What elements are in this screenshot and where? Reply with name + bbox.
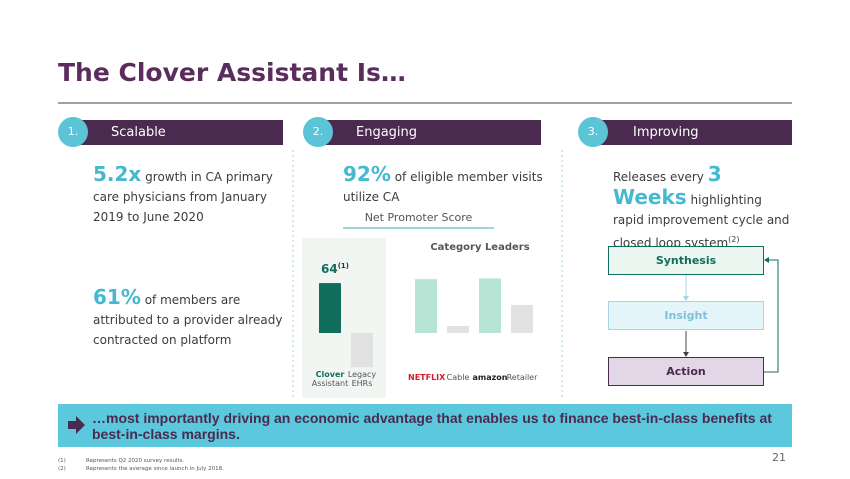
bar-label: Retailer bbox=[506, 373, 538, 382]
stat: 61% of members are attributed to a provi… bbox=[93, 287, 288, 350]
stat-text: growth in CA primary care physicians fro… bbox=[93, 170, 273, 224]
stat-text: of members are attributed to a provider … bbox=[93, 293, 283, 347]
arrowhead bbox=[683, 296, 689, 301]
banner: …most importantly driving an economic ad… bbox=[92, 410, 772, 442]
loop-arrow bbox=[764, 259, 779, 373]
col-heading: Scalable bbox=[75, 120, 283, 145]
bar bbox=[511, 304, 533, 333]
page-number: 21 bbox=[772, 451, 786, 464]
bar-label: amazon bbox=[472, 373, 508, 382]
bar-label: Cable bbox=[446, 373, 470, 382]
figure: 3 bbox=[707, 164, 722, 186]
lead: Releases every bbox=[613, 170, 704, 184]
figure: 61% bbox=[93, 285, 141, 309]
note: (1) bbox=[337, 262, 349, 270]
figure: 5.2x bbox=[93, 162, 142, 186]
col-heading: Engaging bbox=[320, 120, 541, 145]
banner-bg bbox=[58, 404, 792, 447]
col-heading: Improving bbox=[597, 120, 792, 145]
figure-unit: Weeks bbox=[613, 185, 687, 209]
banner-arrow bbox=[68, 416, 85, 434]
stat: 5.2x growth in CA primary care physician… bbox=[93, 164, 278, 227]
value-label: 64(1) bbox=[321, 262, 349, 276]
footnotes: (1) Represents Q2 2020 survey results. (2… bbox=[58, 457, 224, 473]
footnote-mark: (1) bbox=[58, 458, 66, 464]
bar bbox=[479, 278, 501, 333]
bar-label: Clover bbox=[315, 370, 345, 379]
col-number: 2. bbox=[303, 117, 333, 147]
footnote-mark: (2) bbox=[58, 466, 66, 472]
arrowhead bbox=[764, 257, 769, 263]
loop-box: Synthesis bbox=[608, 246, 764, 275]
stat: 92% of eligible member visits utilize CA bbox=[343, 164, 543, 207]
bar bbox=[447, 325, 469, 333]
footnote-text: Represents Q2 2020 survey results. bbox=[86, 458, 185, 464]
bar bbox=[415, 279, 437, 333]
loop-box: Insight bbox=[608, 301, 764, 330]
leaders-title: Category Leaders bbox=[430, 242, 530, 253]
note: (2) bbox=[728, 235, 740, 244]
bar bbox=[351, 333, 373, 368]
bar bbox=[319, 283, 341, 333]
bar-label: NETFLIX bbox=[408, 373, 446, 382]
arrowhead bbox=[683, 352, 689, 357]
col-number: 1. bbox=[58, 117, 88, 147]
chart-panel bbox=[302, 238, 386, 398]
bar-sublabel: EHRs bbox=[351, 379, 373, 388]
footnote: (2) Represents the average since launch i… bbox=[58, 465, 224, 473]
footnote-text: Represents the average since launch in J… bbox=[86, 466, 224, 472]
loop-box: Action bbox=[608, 357, 764, 386]
footnote: (1) Represents Q2 2020 survey results. bbox=[58, 457, 224, 465]
value: 64 bbox=[321, 262, 338, 276]
col-number: 3. bbox=[578, 117, 608, 147]
stat-text: highlighting rapid improvement cycle and… bbox=[613, 193, 790, 246]
bar-sublabel: Assistant bbox=[311, 379, 349, 388]
stat-text: of eligible member visits utilize CA bbox=[343, 170, 543, 204]
figure: 92% bbox=[343, 162, 391, 186]
title: The Clover Assistant Is… bbox=[58, 58, 406, 87]
stat: Releases every 3 Weeks highlighting rapi… bbox=[613, 164, 793, 246]
nps-title: Net Promoter Score bbox=[364, 211, 473, 224]
bar-label: Legacy bbox=[347, 370, 377, 379]
